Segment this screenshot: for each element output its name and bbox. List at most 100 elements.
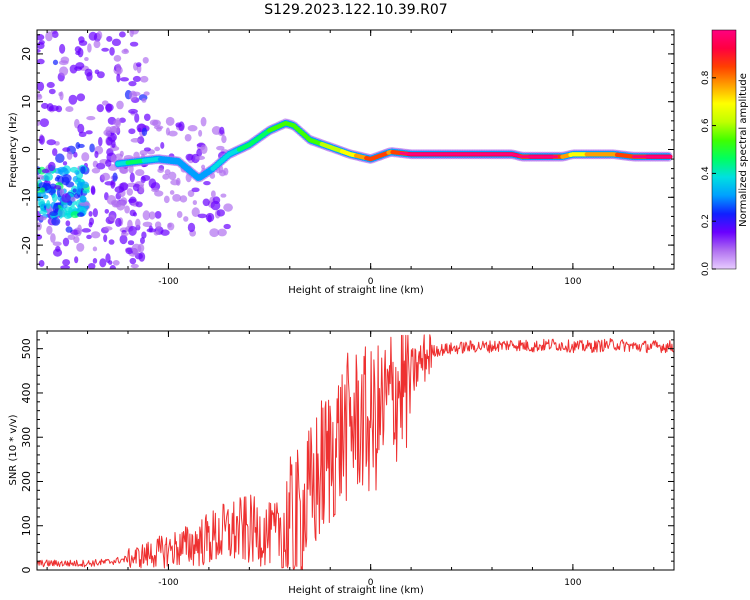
ridge-peak [502,153,506,156]
noise-speckle [129,41,139,47]
ridge-peak [418,153,421,156]
ridge-peak [539,155,542,158]
noise-speckle [114,186,125,194]
noise-speckle [223,223,231,230]
noise-speckle [57,207,68,218]
ridge-peak [529,155,532,158]
ridge-peak [553,155,556,158]
noise-speckle [41,168,50,174]
noise-speckle [205,212,215,222]
noise-speckle [101,172,111,181]
noise-speckle [183,216,189,222]
ridge-peak [476,153,480,156]
ridge-peak [494,153,498,156]
noise-speckle [76,93,86,102]
spectrogram-y-axis: -20 -10 0 10 20 [20,34,674,265]
noise-speckle [216,209,225,217]
noise-speckle [39,135,45,145]
noise-speckle [70,166,79,173]
ridge-peak [660,155,664,158]
noise-speckle [66,151,73,160]
noise-speckle [128,81,137,87]
ridge-peak [656,155,660,158]
noise-speckle [77,181,83,190]
noise-speckle [135,201,143,208]
ridge-peak [636,155,639,158]
noise-speckle [69,64,78,74]
noise-speckle [119,77,130,82]
noise-speckle [172,194,182,202]
noise-speckle [175,177,181,186]
ridge-peak [440,153,443,156]
ridge-peak [537,155,540,158]
ridge-peak [490,153,494,156]
noise-speckle [77,123,85,134]
ridge-peak [500,153,504,156]
noise-speckle [220,193,227,198]
noise-speckle [105,103,114,112]
noise-speckle [89,143,95,153]
noise-speckle [210,200,221,211]
noise-speckle [59,43,66,54]
ridge-peak [652,155,655,158]
noise-speckle [70,196,76,202]
noise-speckle [123,48,128,53]
noise-speckle [62,237,70,247]
noise-speckle [154,210,162,219]
noise-speckle [75,142,81,150]
snr-y-label: SNR (10 * v/v) [8,414,19,485]
noise-speckle [154,221,162,229]
noise-speckle [103,234,108,243]
noise-speckle [52,241,62,247]
noise-speckle [60,265,71,269]
spectrogram-y-label: Frequency (Hz) [8,112,19,188]
ridge-peak [462,153,465,156]
noise-speckle [134,113,140,123]
ridge-peak [527,155,530,158]
x-tick-label: 0 [368,277,374,287]
ridge-peak [482,153,486,156]
noise-speckle [113,119,121,126]
ridge-peak [668,155,672,158]
x-tick-label: -100 [158,578,179,588]
colorbar-gradient [711,29,737,270]
ridge-peak [464,153,467,156]
ridge-peak [434,153,437,156]
figure-title: S129.2023.122.10.39.R07 [264,2,447,18]
noise-speckle [129,30,140,35]
spectrogram-x-label: Height of straight line (km) [288,285,424,296]
noise-speckle [84,57,89,62]
ridge-peak [648,155,651,158]
noise-speckle [108,214,116,222]
ridge-peak [517,154,520,157]
ridge-peak [436,153,439,156]
x-tick-label: 100 [564,578,581,588]
noise-speckle [200,116,207,127]
noise-speckle [37,34,45,41]
noise-speckle [132,75,142,82]
x-tick-label: -100 [158,277,179,287]
ridge-peak [460,153,463,156]
noise-speckle [37,58,45,65]
noise-speckle [219,169,226,177]
noise-speckle [160,141,165,149]
noise-speckle [58,92,63,97]
y-tick-label: 0 [20,567,33,574]
ridge-peak [450,153,453,156]
noise-speckle [37,121,41,126]
noise-speckle [37,233,43,240]
ridge-peak [474,153,478,156]
noise-speckle [70,211,80,219]
ridge-peak [403,152,407,155]
noise-speckle [111,139,116,148]
noise-speckle [48,105,59,112]
ridge-peak [504,153,508,156]
noise-speckle [176,210,183,219]
ridge-peak [458,153,461,156]
noise-speckle [81,152,90,162]
noise-speckle [169,190,175,195]
ridge-peak [484,153,488,156]
noise-speckle [45,31,53,42]
ridge-peak [430,153,433,156]
noise-speckle [141,175,151,182]
